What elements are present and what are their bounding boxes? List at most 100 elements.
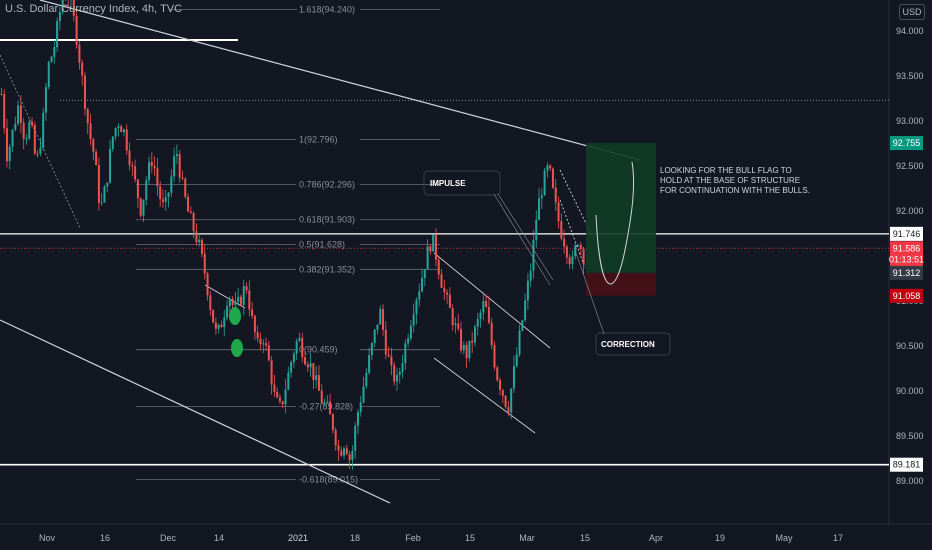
- candle-body: [86, 108, 89, 124]
- candle-body: [295, 340, 298, 354]
- candle-body: [348, 454, 351, 461]
- x-tick-label: 15: [465, 533, 475, 543]
- candle-body: [540, 195, 543, 199]
- candle-body: [278, 397, 281, 402]
- candle-body: [122, 129, 125, 133]
- price-tag-label: 91.586: [893, 243, 921, 253]
- candle-body: [476, 318, 479, 327]
- candle-body: [518, 330, 521, 355]
- candle-body: [515, 354, 518, 367]
- y-tick-label: 94.000: [896, 26, 924, 36]
- candle-body: [409, 325, 412, 339]
- candle-body: [136, 179, 139, 199]
- x-tick-label: Nov: [39, 533, 56, 543]
- candle-body: [28, 122, 31, 139]
- candle-body: [462, 345, 465, 351]
- candle-body: [231, 298, 234, 305]
- candle-body: [560, 221, 563, 239]
- candle-body: [326, 401, 329, 403]
- candle-body: [125, 129, 128, 151]
- price-tag: [890, 288, 923, 303]
- candle-body: [487, 307, 490, 323]
- candle-body: [451, 307, 454, 326]
- candle-body: [156, 168, 159, 187]
- x-tick-label: 14: [214, 533, 224, 543]
- candle-body: [159, 186, 162, 200]
- candle-body: [434, 234, 437, 260]
- x-tick-label: Dec: [160, 533, 177, 543]
- candle-body: [501, 390, 504, 396]
- note-text: HOLD AT THE BASE OF STRUCTURE: [660, 176, 800, 185]
- candle-body: [298, 337, 301, 341]
- fib-label: -0.618(89.015): [299, 475, 358, 485]
- candle-body: [33, 124, 36, 154]
- candle-body: [423, 269, 426, 278]
- candle-body: [237, 296, 240, 303]
- fib-label: 1(92.796): [299, 134, 338, 144]
- candle-body: [577, 244, 580, 246]
- flag-lower-line: [433, 357, 536, 434]
- candle-body: [543, 170, 546, 196]
- price-tag: [890, 265, 923, 280]
- candle-body: [412, 314, 415, 326]
- y-tick-label: 89.000: [896, 476, 924, 486]
- candle-body: [195, 231, 198, 243]
- fib-label: 0.786(92.296): [299, 179, 355, 189]
- candle-body: [128, 150, 131, 166]
- candle-body: [532, 239, 535, 271]
- price-tag: [890, 457, 923, 472]
- candle-body: [56, 21, 59, 48]
- candle-body: [390, 356, 393, 366]
- candle-body: [134, 166, 137, 180]
- correction-label: CORRECTION: [601, 340, 655, 349]
- candle-body: [192, 213, 195, 232]
- candle-body: [437, 259, 440, 275]
- candle-body: [524, 300, 527, 321]
- candle-body: [173, 155, 176, 177]
- candle-body: [106, 182, 109, 187]
- fib-label: -0.27(89.828): [299, 401, 353, 411]
- currency-button[interactable]: USD: [899, 4, 925, 20]
- candle-body: [373, 329, 376, 344]
- candle-body: [356, 411, 359, 426]
- candle-body: [11, 129, 14, 147]
- candle-body: [103, 186, 106, 203]
- candle-body: [504, 395, 507, 408]
- candle-body: [521, 320, 524, 331]
- price-tag: [890, 226, 923, 241]
- candle-body: [354, 425, 357, 451]
- candle-body: [312, 363, 315, 380]
- candle-body: [343, 448, 346, 456]
- candle-body: [262, 343, 265, 345]
- flag-upper-line: [433, 252, 551, 349]
- y-tick-label: 90.500: [896, 341, 924, 351]
- x-tick-label: 16: [100, 533, 110, 543]
- candle-body: [301, 337, 304, 358]
- price-tag-label: 01:13:51: [889, 254, 924, 264]
- candle-body: [109, 148, 112, 183]
- candle-body: [465, 345, 468, 359]
- candle-body: [145, 180, 148, 200]
- price-tag-label: 91.746: [893, 229, 921, 239]
- candle-body: [538, 198, 541, 220]
- candle-body: [161, 199, 164, 202]
- candle-body: [401, 363, 404, 373]
- candle-body: [384, 329, 387, 355]
- lower-channel-line: [0, 319, 391, 504]
- candle-body: [457, 323, 460, 329]
- candle-body: [292, 353, 295, 363]
- candle-body: [114, 128, 117, 137]
- candle-body: [259, 338, 262, 345]
- x-tick-label: May: [775, 533, 793, 543]
- candle-body: [315, 375, 318, 380]
- candle-body: [217, 324, 220, 329]
- note-text: FOR CONTINUATION WITH THE BULLS.: [660, 186, 810, 195]
- candle-body: [203, 253, 206, 274]
- candle-body: [468, 340, 471, 359]
- candle-body: [382, 308, 385, 330]
- candle-body: [61, 0, 64, 12]
- candle-body: [281, 401, 284, 405]
- candle-body: [368, 355, 371, 373]
- candle-body: [248, 290, 251, 310]
